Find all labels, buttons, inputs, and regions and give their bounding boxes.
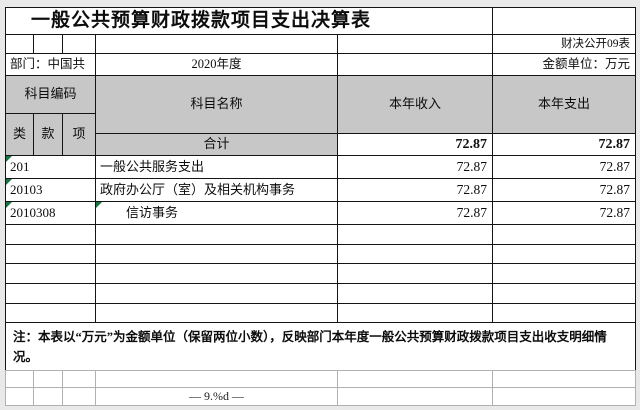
empty-row-cell bbox=[492, 303, 636, 323]
total-income-value: 72.87 bbox=[337, 133, 493, 156]
gridline-cell bbox=[492, 370, 636, 388]
header-code-section: 款 bbox=[33, 113, 63, 156]
gridline-cell bbox=[337, 370, 493, 388]
empty-row-cell bbox=[492, 283, 636, 304]
total-row-label: 合计 bbox=[95, 133, 338, 156]
header-code-class: 类 bbox=[5, 113, 34, 156]
unit-label: 金额单位：万元 bbox=[492, 53, 636, 76]
row-name-cell: 政府办公厅（室）及相关机构事务 bbox=[95, 178, 338, 202]
meta-row1-cell bbox=[337, 34, 493, 54]
empty-row-cell bbox=[5, 283, 96, 304]
meta-row1-cell bbox=[5, 34, 34, 54]
gridline-cell bbox=[492, 387, 636, 406]
gridline-cell bbox=[62, 387, 96, 406]
header-code-item: 项 bbox=[62, 113, 96, 156]
row-expense-cell: 72.87 bbox=[492, 155, 636, 179]
row-name: 信访事务 bbox=[100, 204, 179, 220]
meta-row1-cell bbox=[62, 34, 96, 54]
cell-flag-icon bbox=[6, 179, 12, 185]
empty-row-cell bbox=[5, 303, 96, 323]
total-expense-value: 72.87 bbox=[492, 133, 636, 156]
page-title: 一般公共预算财政拨款项目支出决算表 bbox=[5, 7, 493, 35]
table-note: 注：本表以“万元”为金额单位（保留两位小数），反映部门本年度一般公共预算财政拨款… bbox=[5, 322, 636, 371]
table-code-label: 财决公开09表 bbox=[492, 34, 636, 54]
row-code-cell: 2010308 bbox=[5, 201, 96, 225]
empty-row-cell bbox=[5, 244, 96, 264]
row-code: 201 bbox=[10, 158, 30, 174]
row-code: 20103 bbox=[10, 181, 43, 197]
gridline-cell bbox=[62, 370, 96, 388]
gridline-cell bbox=[5, 370, 34, 388]
meta-row1-cell bbox=[95, 34, 338, 54]
empty-row-cell bbox=[95, 263, 338, 284]
header-expense: 本年支出 bbox=[492, 75, 636, 134]
empty-row-cell bbox=[337, 263, 493, 284]
row-income-cell: 72.87 bbox=[337, 201, 493, 225]
empty-row-cell bbox=[337, 303, 493, 323]
meta-row1-cell bbox=[33, 34, 63, 54]
cell-flag-icon bbox=[6, 202, 12, 208]
cell-flag-icon bbox=[96, 202, 102, 208]
row-code-cell: 201 bbox=[5, 155, 96, 179]
row-code-cell: 20103 bbox=[5, 178, 96, 202]
empty-row-cell bbox=[492, 263, 636, 284]
row-expense-cell: 72.87 bbox=[492, 178, 636, 202]
meta-row2-empty-cell bbox=[337, 53, 493, 76]
header-subject-code: 科目编码 bbox=[5, 75, 96, 114]
header-income: 本年收入 bbox=[337, 75, 493, 134]
gridline-cell bbox=[33, 387, 63, 406]
title-right-empty-cell bbox=[492, 7, 636, 35]
empty-row-cell bbox=[5, 224, 96, 245]
row-income-cell: 72.87 bbox=[337, 155, 493, 179]
cell-flag-icon bbox=[6, 156, 12, 162]
header-subject-name: 科目名称 bbox=[95, 75, 338, 134]
empty-row-cell bbox=[492, 224, 636, 245]
gridline-cell bbox=[33, 370, 63, 388]
empty-row-cell bbox=[5, 263, 96, 284]
empty-row-cell bbox=[337, 244, 493, 264]
row-code: 2010308 bbox=[10, 204, 56, 220]
empty-row-cell bbox=[95, 283, 338, 304]
empty-row-cell bbox=[337, 283, 493, 304]
gridline-cell bbox=[337, 387, 493, 406]
row-name-cell: 信访事务 bbox=[95, 201, 338, 225]
empty-row-cell bbox=[95, 224, 338, 245]
empty-row-cell bbox=[95, 303, 338, 323]
gridline-cell bbox=[5, 387, 34, 406]
empty-row-cell bbox=[492, 244, 636, 264]
gridline-cell bbox=[95, 370, 338, 388]
year-label: 2020年度 bbox=[95, 53, 338, 76]
empty-row-cell bbox=[337, 224, 493, 245]
empty-row-cell bbox=[95, 244, 338, 264]
department-label: 部门：中国共 bbox=[5, 53, 96, 76]
page-number-placeholder: — 9.%d — bbox=[95, 387, 338, 406]
row-expense-cell: 72.87 bbox=[492, 201, 636, 225]
row-income-cell: 72.87 bbox=[337, 178, 493, 202]
row-name-cell: 一般公共服务支出 bbox=[95, 155, 338, 179]
